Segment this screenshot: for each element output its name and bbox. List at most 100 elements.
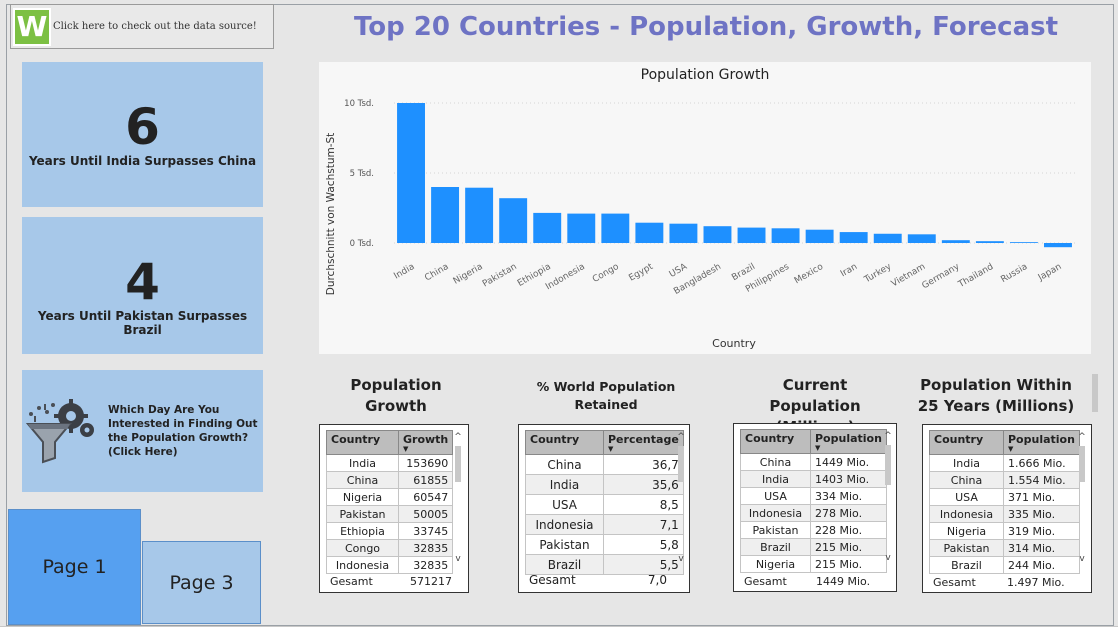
scroll-thumb[interactable] xyxy=(885,445,891,485)
cell-country: Indonesia xyxy=(929,505,1004,523)
data-source-button[interactable]: W Click here to check out the data sourc… xyxy=(10,4,274,49)
table-row[interactable]: Indonesia 278 Mio. xyxy=(740,504,887,522)
table-row[interactable]: India 35,6 xyxy=(525,474,684,495)
forecast-table-scrollbar[interactable]: ^ v xyxy=(1077,432,1087,564)
bar-turkey[interactable] xyxy=(873,233,902,243)
cell-country: India xyxy=(326,454,399,472)
column-header-country[interactable]: Country xyxy=(929,430,1004,455)
column-header-population[interactable]: Population ▼ xyxy=(1003,430,1080,455)
scroll-up-icon[interactable]: ^ xyxy=(884,431,892,441)
bar-philippines[interactable] xyxy=(771,228,800,243)
cell-country: Pakistan xyxy=(740,521,811,539)
cell-country: Pakistan xyxy=(326,505,399,523)
scroll-up-icon[interactable]: ^ xyxy=(454,432,462,442)
table-row[interactable]: Brazil 5,5 xyxy=(525,554,684,575)
bar-egypt[interactable] xyxy=(635,222,664,243)
column-header-country[interactable]: Country xyxy=(326,430,399,455)
column-header-country[interactable]: Country xyxy=(740,429,811,454)
bar-mexico[interactable] xyxy=(805,229,834,243)
scroll-down-icon[interactable]: v xyxy=(455,554,461,564)
cell-value: 1449 Mio. xyxy=(810,453,887,471)
current-table-scrollbar[interactable]: ^ v xyxy=(883,431,893,563)
bar-india[interactable] xyxy=(397,103,425,243)
table-row[interactable]: Nigeria 215 Mio. xyxy=(740,555,887,573)
table-row[interactable]: Indonesia 32835 xyxy=(326,556,454,574)
column-header-growth[interactable]: Growth ▼ xyxy=(397,430,454,455)
page-1-button[interactable]: Page 1 xyxy=(8,509,141,625)
x-tick-label: Turkey xyxy=(862,262,894,286)
table-row[interactable]: USA 8,5 xyxy=(525,494,684,515)
current-table: Country Population ▼ China 1449 Mio. India 1… xyxy=(733,423,897,592)
page-scrollbar[interactable] xyxy=(1092,374,1098,412)
page-title: Top 20 Countries - Population, Growth, F… xyxy=(353,12,1059,42)
cell-country: China xyxy=(326,471,399,489)
cell-country: USA xyxy=(929,488,1004,506)
scroll-thumb[interactable] xyxy=(455,446,461,482)
scroll-down-icon[interactable]: v xyxy=(885,553,891,563)
bar-russia[interactable] xyxy=(1009,242,1038,243)
growth-table-scrollbar[interactable]: ^ v xyxy=(453,432,463,564)
x-tick-label: India xyxy=(392,262,416,282)
column-header-country[interactable]: Country xyxy=(525,430,604,455)
bar-vietnam[interactable] xyxy=(907,234,936,243)
table-row[interactable]: China 36,7 xyxy=(525,454,684,475)
table-row[interactable]: Nigeria 60547 xyxy=(326,488,454,506)
cell-value: 314 Mio. xyxy=(1003,539,1080,557)
table-row[interactable]: India 153690 xyxy=(326,454,454,472)
table-row[interactable]: Pakistan 5,8 xyxy=(525,534,684,555)
table-row[interactable]: Nigeria 319 Mio. xyxy=(929,522,1080,540)
table-row[interactable]: Indonesia 335 Mio. xyxy=(929,505,1080,523)
cell-value: 36,7 xyxy=(603,454,684,475)
scroll-down-icon[interactable]: v xyxy=(1079,554,1085,564)
data-source-label: Click here to check out the data source! xyxy=(53,21,257,32)
x-tick-label: China xyxy=(423,262,450,284)
table-row[interactable]: Pakistan 50005 xyxy=(326,505,454,523)
x-tick-label: Iran xyxy=(839,262,859,279)
cell-country: China xyxy=(929,471,1004,489)
bar-congo[interactable] xyxy=(601,213,630,243)
bar-ethiopia[interactable] xyxy=(533,212,562,243)
scroll-thumb[interactable] xyxy=(1079,446,1085,482)
table-row[interactable]: China 1.554 Mio. xyxy=(929,471,1080,489)
table-row[interactable]: India 1.666 Mio. xyxy=(929,454,1080,472)
cell-value: 215 Mio. xyxy=(810,555,887,573)
x-tick-label: Japan xyxy=(1036,262,1064,284)
bar-thailand[interactable] xyxy=(975,241,1004,243)
bar-bangladesh[interactable] xyxy=(703,226,732,243)
scroll-down-icon[interactable]: v xyxy=(678,554,684,564)
retained-data-table: Country Percentage ▼ China 36,7 India 35,6 US… xyxy=(525,430,684,575)
table-row[interactable]: USA 334 Mio. xyxy=(740,487,887,505)
day-finder-button[interactable]: Which Day Are You Interested in Finding … xyxy=(22,370,263,492)
table-row[interactable]: Pakistan 314 Mio. xyxy=(929,539,1080,557)
cell-value: 8,5 xyxy=(603,494,684,515)
retained-table-scrollbar[interactable]: ^ v xyxy=(676,432,686,564)
table-row[interactable]: India 1403 Mio. xyxy=(740,470,887,488)
page-3-button[interactable]: Page 3 xyxy=(142,541,261,624)
table-row[interactable]: China 61855 xyxy=(326,471,454,489)
table-row[interactable]: Pakistan 228 Mio. xyxy=(740,521,887,539)
cell-country: Brazil xyxy=(525,554,604,575)
bar-japan[interactable] xyxy=(1044,243,1072,248)
table-row[interactable]: Brazil 244 Mio. xyxy=(929,556,1080,574)
bar-china[interactable] xyxy=(431,187,460,243)
bar-nigeria[interactable] xyxy=(465,187,494,243)
bar-iran[interactable] xyxy=(839,232,868,243)
column-header-population[interactable]: Population ▼ xyxy=(810,429,887,454)
table-row[interactable]: USA 371 Mio. xyxy=(929,488,1080,506)
bar-germany[interactable] xyxy=(941,240,970,243)
table-row[interactable]: Congo 32835 xyxy=(326,539,454,557)
population-growth-chart-svg: Population Growth Durchschnitt von Wachs… xyxy=(325,67,1075,350)
scroll-thumb[interactable] xyxy=(678,446,684,482)
table-row[interactable]: Ethiopia 33745 xyxy=(326,522,454,540)
bar-indonesia[interactable] xyxy=(567,213,596,243)
column-header-percentage[interactable]: Percentage ▼ xyxy=(603,430,684,455)
cell-country: Congo xyxy=(326,539,399,557)
table-row[interactable]: Indonesia 7,1 xyxy=(525,514,684,535)
table-row[interactable]: Brazil 215 Mio. xyxy=(740,538,887,556)
table-row[interactable]: China 1449 Mio. xyxy=(740,453,887,471)
scroll-up-icon[interactable]: ^ xyxy=(677,432,685,442)
scroll-up-icon[interactable]: ^ xyxy=(1078,432,1086,442)
bar-usa[interactable] xyxy=(669,223,698,243)
bar-pakistan[interactable] xyxy=(499,198,528,243)
bar-brazil[interactable] xyxy=(737,227,766,243)
